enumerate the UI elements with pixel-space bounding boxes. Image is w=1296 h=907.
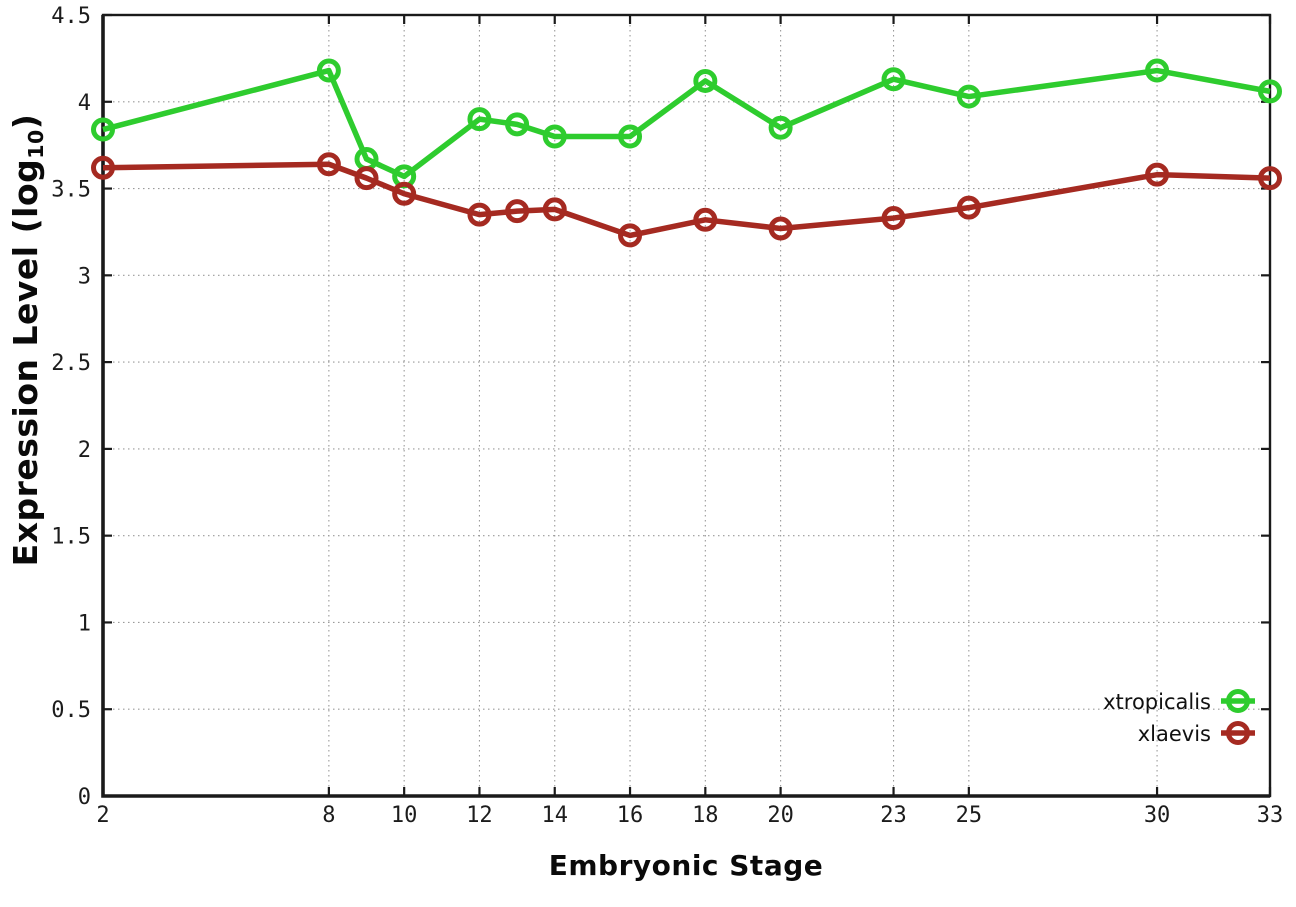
data-point-xlaevis xyxy=(768,216,793,241)
y-tick-label: 2 xyxy=(78,438,91,463)
y-tick-label: 0 xyxy=(78,785,91,810)
data-point-xlaevis xyxy=(1145,162,1170,187)
x-tick-label: 2 xyxy=(96,803,109,828)
y-tick-label: 0.5 xyxy=(51,698,91,723)
x-tick-label: 25 xyxy=(956,803,983,828)
legend-label-xtropicalis: xtropicalis xyxy=(1103,690,1211,714)
data-point-xtropicalis xyxy=(693,68,718,93)
x-tick-label: 30 xyxy=(1144,803,1171,828)
y-tick-label: 1 xyxy=(78,611,91,636)
x-axis-title: Embryonic Stage xyxy=(548,849,824,882)
data-point-xlaevis xyxy=(956,195,981,220)
legend-sample-marker-xtropicalis xyxy=(1226,689,1250,713)
y-axis-title-main: Expression Level (log xyxy=(6,158,46,567)
y-axis-title: Expression Level (log10) xyxy=(6,114,48,567)
data-point-xlaevis xyxy=(467,202,492,227)
data-point-xtropicalis xyxy=(1258,79,1282,104)
y-tick-label: 4 xyxy=(78,91,91,116)
y-axis-title-subscript: 10 xyxy=(23,129,48,159)
y-tick-label: 1.5 xyxy=(51,525,91,550)
data-point-xtropicalis xyxy=(768,115,793,140)
data-point-xtropicalis xyxy=(956,84,981,109)
plot-axis-lines xyxy=(101,15,1270,798)
y-tick-label: 3.5 xyxy=(51,178,91,203)
data-point-xtropicalis xyxy=(316,58,341,83)
y-tick-label: 3 xyxy=(78,264,91,289)
data-point-xtropicalis xyxy=(542,124,567,149)
data-point-xtropicalis xyxy=(91,117,115,142)
legend-sample-marker-xlaevis xyxy=(1226,721,1250,745)
x-tick-label: 33 xyxy=(1257,803,1284,828)
data-point-xtropicalis xyxy=(618,124,643,149)
x-tick-label: 18 xyxy=(692,803,719,828)
data-point-xtropicalis xyxy=(881,67,906,92)
data-point-xlaevis xyxy=(881,206,906,231)
x-tick-label: 16 xyxy=(617,803,644,828)
data-point-xlaevis xyxy=(354,166,379,191)
data-point-xlaevis xyxy=(693,207,718,232)
plot-border xyxy=(101,13,1272,798)
x-tick-label: 8 xyxy=(322,803,335,828)
y-tick-label: 4.5 xyxy=(51,4,91,29)
data-point-xlaevis xyxy=(316,152,341,177)
x-tick-label: 23 xyxy=(880,803,907,828)
data-point-xlaevis xyxy=(505,199,530,224)
data-point-xlaevis xyxy=(542,197,567,222)
x-tick-label: 12 xyxy=(466,803,493,828)
series-line-xtropicalis xyxy=(102,67,1271,180)
legend-label-xlaevis: xlaevis xyxy=(1138,722,1211,746)
data-point-xtropicalis xyxy=(467,107,492,132)
data-point-xlaevis xyxy=(1258,166,1282,191)
data-point-xtropicalis xyxy=(505,112,530,137)
series-line-xlaevis xyxy=(102,161,1271,239)
x-tick-label: 14 xyxy=(541,803,568,828)
x-tick-label: 10 xyxy=(391,803,418,828)
data-point-xtropicalis xyxy=(1145,58,1170,83)
x-tick-label: 20 xyxy=(767,803,794,828)
data-point-xlaevis xyxy=(618,223,643,248)
y-tick-label: 2.5 xyxy=(51,351,91,376)
y-axis-title-close: ) xyxy=(6,113,46,130)
data-point-xlaevis xyxy=(392,181,417,206)
data-point-xlaevis xyxy=(91,155,115,180)
